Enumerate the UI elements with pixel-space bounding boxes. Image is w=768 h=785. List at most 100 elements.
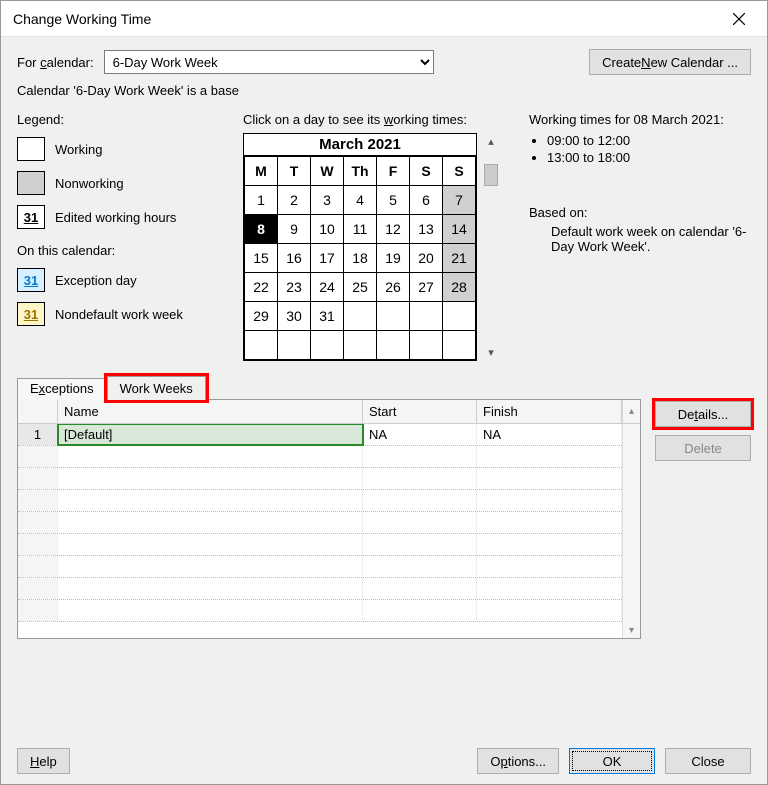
calendar-day[interactable]: 15 <box>245 244 278 273</box>
calendar-day[interactable]: 6 <box>410 186 443 215</box>
cell-start[interactable] <box>363 578 477 599</box>
cell-name[interactable] <box>58 490 363 511</box>
titlebar: Change Working Time <box>1 1 767 37</box>
calendar-day[interactable]: 11 <box>344 215 377 244</box>
cell-name[interactable] <box>58 534 363 555</box>
cell-start[interactable] <box>363 490 477 511</box>
table-row[interactable] <box>18 600 622 622</box>
calendar-day[interactable]: 27 <box>410 273 443 302</box>
calendar-dow: T <box>278 157 311 186</box>
col-start[interactable]: Start <box>363 400 477 423</box>
cell-start[interactable]: NA <box>363 424 477 445</box>
legend: Legend: Working Nonworking 31 Edited wor… <box>17 112 227 336</box>
close-button[interactable]: Close <box>665 748 751 774</box>
based-on-label: Based on: <box>529 205 751 220</box>
legend-heading: Legend: <box>17 112 227 127</box>
cell-start[interactable] <box>363 556 477 577</box>
table-row[interactable] <box>18 534 622 556</box>
calendar-dow: S <box>443 157 476 186</box>
cell-finish[interactable] <box>477 468 622 489</box>
calendar-day[interactable]: 1 <box>245 186 278 215</box>
calendar-day[interactable]: 21 <box>443 244 476 273</box>
cell-name[interactable]: [Default] <box>58 424 363 445</box>
calendar-day[interactable]: 9 <box>278 215 311 244</box>
col-finish[interactable]: Finish <box>477 400 622 423</box>
calendar-day <box>245 331 278 360</box>
ok-button[interactable]: OK <box>569 748 655 774</box>
working-time-slot: 09:00 to 12:00 <box>547 133 751 148</box>
cell-finish[interactable] <box>477 600 622 621</box>
calendar-day[interactable]: 26 <box>377 273 410 302</box>
table-row[interactable]: 1[Default]NANA <box>18 424 622 446</box>
calendar-day[interactable]: 23 <box>278 273 311 302</box>
cell-finish[interactable]: NA <box>477 424 622 445</box>
calendar-day[interactable]: 17 <box>311 244 344 273</box>
calendar-day[interactable]: 14 <box>443 215 476 244</box>
calendar-day[interactable]: 10 <box>311 215 344 244</box>
table-row[interactable] <box>18 446 622 468</box>
calendar-day[interactable]: 2 <box>278 186 311 215</box>
cell-finish[interactable] <box>477 556 622 577</box>
scroll-down-icon[interactable]: ▾ <box>488 346 494 359</box>
table-row[interactable] <box>18 556 622 578</box>
calendar-select[interactable]: 6-Day Work Week <box>104 50 434 74</box>
calendar-day[interactable]: 29 <box>245 302 278 331</box>
cell-name[interactable] <box>58 578 363 599</box>
cell-name[interactable] <box>58 512 363 533</box>
scroll-thumb[interactable] <box>484 164 498 186</box>
calendar-scroll[interactable]: ▴ ▾ <box>481 133 501 361</box>
calendar-day[interactable]: 30 <box>278 302 311 331</box>
calendar-day[interactable]: 31 <box>311 302 344 331</box>
cell-start[interactable] <box>363 468 477 489</box>
calendar-day[interactable]: 19 <box>377 244 410 273</box>
grid-scrollbar[interactable]: ▾ <box>622 424 640 638</box>
table-row[interactable] <box>18 468 622 490</box>
cell-start[interactable] <box>363 446 477 467</box>
help-button[interactable]: Help <box>17 748 70 774</box>
calendar-day[interactable]: 24 <box>311 273 344 302</box>
cell-finish[interactable] <box>477 446 622 467</box>
cell-finish[interactable] <box>477 512 622 533</box>
calendar-day[interactable]: 5 <box>377 186 410 215</box>
cell-name[interactable] <box>58 600 363 621</box>
calendar-day[interactable]: 4 <box>344 186 377 215</box>
calendar-day[interactable]: 18 <box>344 244 377 273</box>
calendar-day[interactable]: 8 <box>245 215 278 244</box>
options-button[interactable]: Options... <box>477 748 559 774</box>
table-row[interactable] <box>18 578 622 600</box>
col-name[interactable]: Name <box>58 400 363 423</box>
cell-name[interactable] <box>58 468 363 489</box>
change-working-time-dialog: Change Working Time For calendar: 6-Day … <box>0 0 768 785</box>
tab-exceptions[interactable]: Exceptions <box>17 378 107 400</box>
calendar-day[interactable]: 28 <box>443 273 476 302</box>
cell-name[interactable] <box>58 446 363 467</box>
scroll-up-icon[interactable]: ▴ <box>488 135 494 148</box>
calendar-day[interactable]: 25 <box>344 273 377 302</box>
calendar-day[interactable]: 7 <box>443 186 476 215</box>
calendar-month-label: March 2021 <box>244 134 476 156</box>
calendar-day[interactable]: 12 <box>377 215 410 244</box>
cell-name[interactable] <box>58 556 363 577</box>
calendar-day[interactable]: 13 <box>410 215 443 244</box>
grid-scroll-up-icon[interactable]: ▴ <box>622 400 640 423</box>
calendar-day[interactable]: 3 <box>311 186 344 215</box>
table-row[interactable] <box>18 512 622 534</box>
table-row[interactable] <box>18 490 622 512</box>
calendar-day[interactable]: 22 <box>245 273 278 302</box>
close-icon[interactable] <box>719 4 759 34</box>
grid-scroll-down-icon[interactable]: ▾ <box>629 625 634 636</box>
cell-finish[interactable] <box>477 534 622 555</box>
work-weeks-grid[interactable]: Name Start Finish ▴ 1[Default]NANA ▾ <box>17 399 641 639</box>
create-new-calendar-button[interactable]: Create New Calendar ... <box>589 49 751 75</box>
cell-finish[interactable] <box>477 578 622 599</box>
calendar-day[interactable]: 16 <box>278 244 311 273</box>
cell-start[interactable] <box>363 534 477 555</box>
calendar-day[interactable]: 20 <box>410 244 443 273</box>
cell-finish[interactable] <box>477 490 622 511</box>
calendar-grid[interactable]: March 2021 MTWThFSS123456789101112131415… <box>243 133 477 361</box>
calendar-day <box>344 302 377 331</box>
details-button[interactable]: Details... <box>655 401 751 427</box>
tab-work-weeks[interactable]: Work Weeks <box>107 376 206 400</box>
cell-start[interactable] <box>363 512 477 533</box>
cell-start[interactable] <box>363 600 477 621</box>
